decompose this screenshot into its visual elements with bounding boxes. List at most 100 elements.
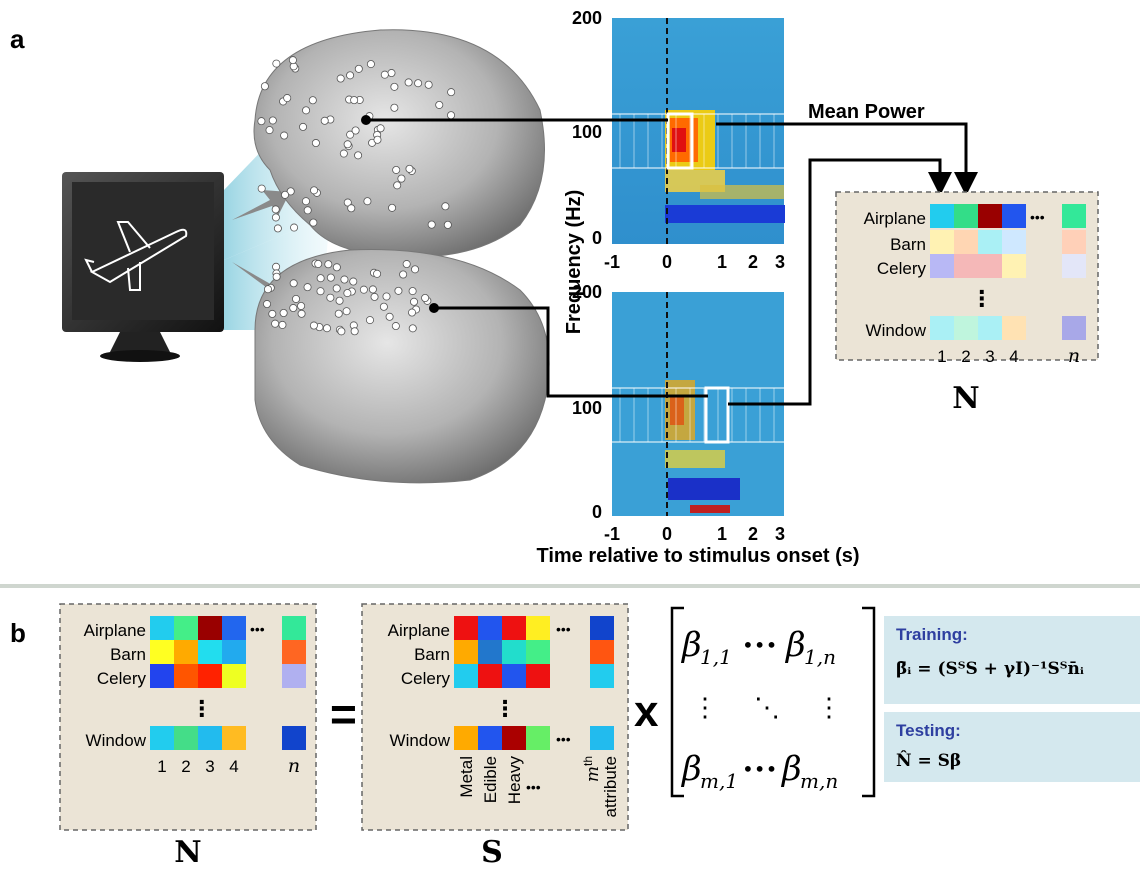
matrix-s-cell [454,664,478,688]
electrode-dot [346,130,355,139]
electrode-dot [292,294,301,303]
matrix-s-col-label: Edible [481,756,500,803]
matrix-row-label: Barn [110,645,146,664]
matrix-s-cell [526,664,550,688]
electrode-dot [268,309,277,318]
electrode-dot [271,213,280,222]
electrode-dot [271,319,280,328]
matrix-s-row-label: Celery [401,669,451,688]
equals-sign: = [330,688,357,740]
electrode-dot [385,312,394,321]
spec-bottom-ytick-100: 100 [572,398,602,418]
electrode-dot [273,224,282,233]
electrode-dot [303,206,312,215]
electrode-dot [366,60,375,69]
electrode-dot [388,203,397,212]
electrode-dot [288,56,297,65]
matrix-cell [198,726,222,750]
spec-xtick: 2 [748,252,758,272]
electrode-dot [280,131,289,140]
electrode-dot [272,262,281,271]
spec-xtick: 0 [662,524,672,544]
svg-text:1,1: 1,1 [700,645,732,669]
matrix-col-label: 2 [181,757,190,776]
matrix-cell-last [282,616,306,640]
svg-text:⋮: ⋮ [816,693,842,723]
matrix-cell-last [282,664,306,688]
electrode-dot [297,301,306,310]
matrix-s-cell-last [590,664,614,688]
matrix-col-label: 1 [937,347,946,366]
matrix-cell [174,664,198,688]
svg-text:•••: ••• [742,633,777,657]
arrow-top [232,190,290,220]
matrix-s-cell [502,664,526,688]
matrix-s-col-label: Metal [457,756,476,798]
matrix-n-name-a: N [952,381,979,416]
testing-label: Testing: [896,721,961,740]
matrix-cell [1002,204,1026,228]
matrix-row-label: Airplane [864,209,926,228]
electrode-dot [278,320,287,329]
electrode-dot [390,82,399,91]
electrode-dot [290,223,299,232]
row-ellipsis: ••• [556,731,571,747]
matrix-s-name: S [481,835,503,870]
electrode-dot [376,124,385,133]
matrix-s-cell [478,664,502,688]
matrix-cell-last [1062,230,1086,254]
matrix-s-cell [454,726,478,750]
training-box [884,616,1140,704]
electrode-dot [322,324,331,333]
matrix-row-label: Window [86,731,147,750]
electrode-dot [363,197,372,206]
matrix-cell [222,616,246,640]
matrix-s-cell [526,726,550,750]
matrix-s-last-col-label: mth [581,756,603,782]
electrode-dot [435,100,444,109]
electrode-dot [336,74,345,83]
electrode-dot [299,122,308,131]
svg-text:1,n: 1,n [804,645,836,669]
matrix-s-cell-last [590,616,614,640]
matrix-cell [1002,230,1026,254]
svg-text:m,1: m,1 [700,769,738,793]
electrode-dot [368,285,377,294]
matrix-cell [954,316,978,340]
matrix-cell [978,316,1002,340]
svg-text:β: β [780,749,802,789]
matrix-cell [174,726,198,750]
svg-text:β: β [784,625,806,665]
electrode-dot [272,59,281,68]
electrode-dot [394,286,403,295]
electrode-dot [316,274,325,283]
electrode-dot [410,297,419,306]
electrode-dot [402,260,411,269]
spec-xtick: 0 [662,252,672,272]
matrix-s-cell [478,726,502,750]
electrode-dot [382,292,391,301]
electrode-dot [310,186,319,195]
electrode-dot [404,78,413,87]
matrix-row-label: Airplane [84,621,146,640]
electrode-dot [334,309,343,318]
svg-text:β: β [680,749,702,789]
matrix-cell-last [282,726,306,750]
electrode-dot [289,279,298,288]
electrode-dot [443,220,452,229]
electrode-dot [365,316,374,325]
electrode-dot [447,111,456,120]
electrode-dot [414,79,423,88]
svg-text:⋱: ⋱ [754,693,780,723]
beta-entries: β1,1 ••• β1,n ⋮ ⋱ ⋮ βm,1 ••• βm,n [680,625,842,793]
electrode-dot [311,139,320,148]
spec-bottom-ytick-200: 200 [572,282,602,302]
matrix-cell [198,640,222,664]
spec-top-ytick-0: 0 [592,228,602,248]
electrode-dot [441,202,450,211]
electrode-dot [380,70,389,79]
electrode-dot [309,218,318,227]
matrix-cell [978,230,1002,254]
matrix-s-cell [478,616,502,640]
